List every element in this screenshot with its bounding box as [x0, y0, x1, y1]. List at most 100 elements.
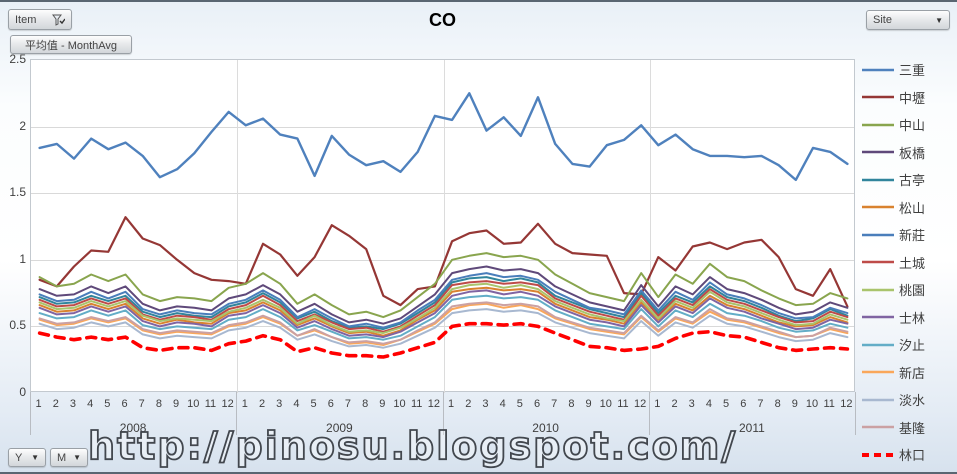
x-axis-month-label: 1: [35, 398, 42, 410]
x-axis-year-label: 2008: [119, 421, 147, 435]
legend-swatch: [862, 315, 894, 319]
y-axis-tick-label: 1: [19, 251, 26, 266]
watermark-url: http://pinosu.blogspot.com/: [87, 423, 738, 469]
y-axis-tick-label: 0.5: [9, 318, 26, 333]
legend-swatch: [862, 68, 894, 72]
chart-canvas: [37, 92, 850, 359]
plot-area: [30, 59, 855, 393]
legend-label: 桃園: [899, 283, 926, 299]
x-axis-month-label: 9: [791, 398, 798, 410]
year-axis-button[interactable]: Y ▼: [8, 448, 46, 467]
year-separator: [649, 60, 651, 393]
legend-item-士林: 士林: [862, 304, 954, 332]
legend-label: 板橋: [899, 145, 926, 161]
site-filter-label: Site: [873, 14, 892, 26]
x-axis-month-label: 2: [671, 398, 678, 410]
legend-label: 淡水: [899, 393, 926, 409]
y-axis-tick-label: 2: [19, 118, 26, 133]
legend-label: 中壢: [899, 90, 926, 106]
item-filter-label: Item: [15, 13, 37, 26]
x-axis-month-label: 4: [293, 398, 300, 410]
legend-label: 新莊: [899, 228, 926, 244]
legend-item-古亭: 古亭: [862, 166, 954, 194]
x-axis-month-label: 9: [173, 398, 180, 410]
x-axis-month-label: 12: [840, 398, 853, 410]
value-field-button[interactable]: 平均值 - MonthAvg: [10, 35, 132, 54]
legend-label: 古亭: [899, 173, 926, 189]
x-axis-month-label: 4: [87, 398, 94, 410]
legend-swatch: [862, 150, 894, 154]
axis-boundary-line: [648, 392, 650, 435]
legend-label: 新店: [899, 365, 926, 381]
x-axis-month-label: 1: [448, 398, 455, 410]
legend-item-板橋: 板橋: [862, 139, 954, 167]
legend-label: 汐止: [899, 338, 926, 354]
legend-item-汐止: 汐止: [862, 331, 954, 359]
series-line-汐止: [38, 294, 849, 341]
x-axis-month-label: 6: [121, 398, 128, 410]
series-line-士林: [38, 289, 849, 339]
gridline: [31, 259, 854, 261]
x-axis-month-label: 7: [757, 398, 764, 410]
x-axis-month-label: 3: [482, 398, 489, 410]
x-axis-month-label: 11: [823, 398, 835, 410]
x-axis-month-label: 1: [654, 398, 661, 410]
x-axis-month-label: 11: [617, 398, 629, 410]
item-filter-button[interactable]: Item: [8, 9, 72, 30]
x-axis-month-label: 3: [276, 398, 283, 410]
gridline: [31, 193, 854, 195]
chart-title: CO: [429, 10, 456, 30]
x-axis-month-label: 5: [310, 398, 317, 410]
legend-label: 土城: [899, 255, 926, 271]
x-axis-month-label: 9: [585, 398, 592, 410]
series-line-中山: [38, 252, 849, 319]
x-axis-month-label: 6: [327, 398, 334, 410]
legend-item-淡水: 淡水: [862, 386, 954, 414]
month-axis-label: M: [57, 451, 67, 464]
x-axis-month-label: 3: [688, 398, 695, 410]
x-axis-month-label: 7: [551, 398, 558, 410]
legend-swatch: [862, 123, 894, 127]
x-axis-month-label: 4: [705, 398, 712, 410]
x-axis-month-label: 4: [499, 398, 506, 410]
legend: 三重 中壢 中山 板橋 古亭 松山 新莊 土城 桃園 士林 汐止 新店 淡水 基隆 林口: [862, 56, 954, 469]
x-axis-year-label: 2011: [738, 421, 765, 435]
series-line-基隆: [38, 301, 849, 345]
x-axis-month-label: 5: [723, 398, 730, 410]
legend-item-桃園: 桃園: [862, 276, 954, 304]
x-axis-month-label: 8: [362, 398, 369, 410]
legend-swatch: [862, 288, 894, 292]
chevron-down-icon: ▼: [73, 453, 81, 462]
x-axis-month-label: 8: [774, 398, 781, 410]
x-axis-month-label: 12: [427, 398, 441, 410]
legend-swatch: [862, 178, 894, 182]
series-line-松山: [38, 286, 849, 337]
x-axis-month-label: 10: [805, 398, 819, 410]
x-axis-month-label: 10: [599, 398, 612, 410]
y-axis-tick-label: 1.5: [9, 185, 26, 200]
site-filter-button[interactable]: Site ▼: [866, 10, 950, 30]
legend-label: 士林: [899, 310, 926, 326]
chevron-down-icon: ▼: [935, 15, 943, 25]
legend-swatch: [862, 343, 894, 347]
x-axis-month-label: 11: [204, 398, 217, 410]
year-separator: [443, 60, 445, 393]
legend-item-中壢: 中壢: [862, 84, 954, 112]
x-axis-month-label: 8: [568, 398, 575, 410]
year-separator: [237, 60, 239, 393]
legend-label: 中山: [899, 118, 926, 134]
filter-funnel-icon: [52, 14, 65, 26]
legend-item-土城: 土城: [862, 249, 954, 277]
legend-item-基隆: 基隆: [862, 414, 954, 442]
legend-swatch: [862, 95, 894, 99]
x-axis-year-label: 2009: [326, 421, 353, 435]
series-line-新莊: [38, 272, 849, 329]
legend-swatch: [862, 233, 894, 237]
legend-item-中山: 中山: [862, 111, 954, 139]
x-axis-month-label: 11: [411, 398, 423, 410]
x-axis-month-label: 3: [69, 398, 77, 410]
x-axis-month-label: 6: [533, 398, 541, 410]
axis-boundary-line: [30, 392, 31, 435]
month-axis-button[interactable]: M ▼: [50, 448, 88, 467]
x-axis-month-label: 12: [221, 398, 234, 410]
